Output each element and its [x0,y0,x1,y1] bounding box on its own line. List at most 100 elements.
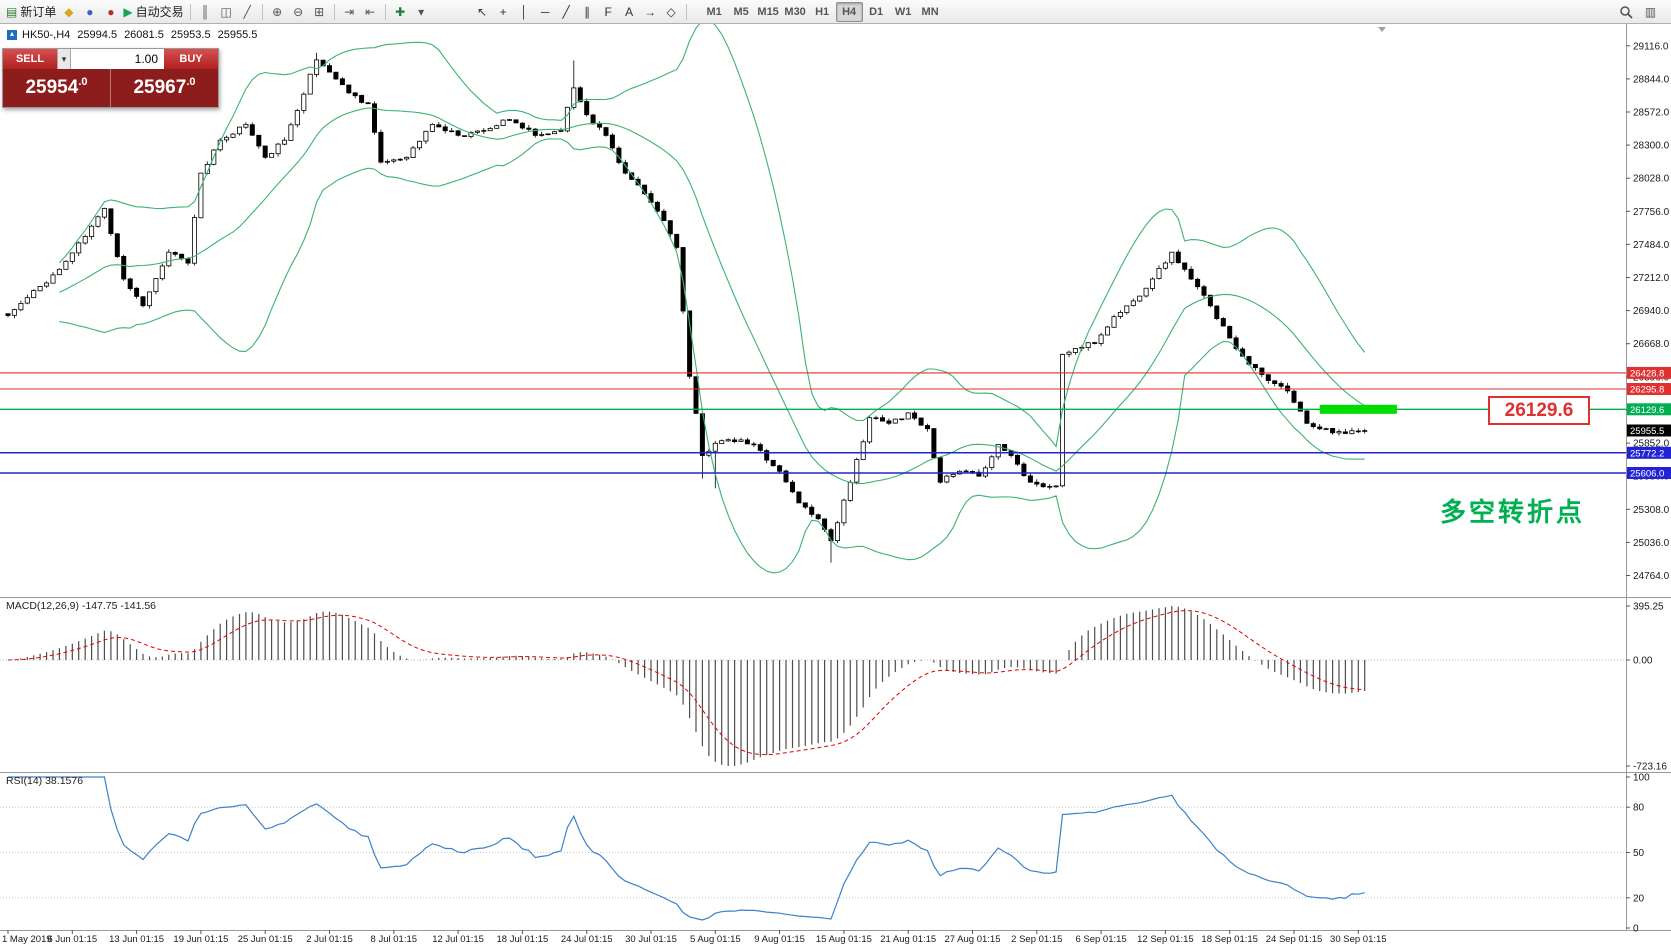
ohlc-low: 25953.5 [170,29,211,41]
turning-point-text[interactable]: 多空转折点 [1440,497,1586,527]
arrows-icon[interactable]: → [640,2,661,22]
svg-text:2 Sep 01:15: 2 Sep 01:15 [1011,934,1062,945]
new-order-button[interactable]: ▤ 新订单 [4,2,58,22]
svg-text:27756.0: 27756.0 [1633,207,1670,218]
sell-price[interactable]: 25954.0 [3,69,111,107]
chart-shift-marker[interactable] [1378,27,1386,32]
search-button[interactable] [1615,2,1636,22]
scroll-group: ⇥ ⇤ [339,2,381,22]
svg-text:24 Jul 01:15: 24 Jul 01:15 [561,934,613,945]
svg-text:1 May 2019: 1 May 2019 [2,934,52,945]
autotrading-button[interactable]: ▶ 自动交易 [121,2,185,22]
symbol-info-line: ▲ HK50-,H4 25994.5 26081.5 25953.5 25955… [7,29,259,41]
svg-text:26129.6: 26129.6 [1630,405,1664,416]
horizontal-line-icon[interactable]: ─ [535,2,556,22]
timeframe-m30-button[interactable]: M30 [782,2,809,22]
svg-text:26295.8: 26295.8 [1630,385,1664,396]
svg-text:27484.0: 27484.0 [1633,240,1670,251]
rsi-plot[interactable] [0,776,1626,921]
layouts-icon[interactable]: ▥ [1640,2,1661,22]
svg-text:28844.0: 28844.0 [1633,74,1670,85]
fibonacci-icon[interactable]: F [598,2,619,22]
svg-text:13 Jun 01:15: 13 Jun 01:15 [109,934,164,945]
svg-text:15 Aug 01:15: 15 Aug 01:15 [816,934,872,945]
toolbar-separator [189,3,191,20]
zoom-out-icon[interactable]: ⊖ [288,2,309,22]
svg-text:25036.0: 25036.0 [1633,538,1670,549]
svg-text:0: 0 [1633,924,1639,935]
zoom-in-icon[interactable]: ⊕ [267,2,288,22]
timeframe-m15-button[interactable]: M15 [755,2,782,22]
new-order-icon: ▤ [6,4,18,19]
trendline-icon[interactable]: ╱ [556,2,577,22]
market-watch-icon[interactable]: ● [79,2,100,22]
buy-price[interactable]: 25967.0 [133,76,196,98]
svg-text:80: 80 [1633,803,1645,814]
ohlc-high: 26081.5 [124,29,164,41]
price-annotation-box[interactable]: 26129.6 [1488,396,1590,425]
svg-text:18 Sep 01:15: 18 Sep 01:15 [1201,934,1258,945]
buy-button[interactable]: BUY [164,49,218,69]
crosshair-icon[interactable]: + [493,2,514,22]
svg-text:9 Aug 01:15: 9 Aug 01:15 [754,934,805,945]
toolbar-separator [685,3,687,20]
svg-text:25308.0: 25308.0 [1633,505,1670,516]
svg-text:100: 100 [1633,773,1650,784]
vertical-line-icon[interactable]: │ [514,2,535,22]
chart-shift-icon[interactable]: ⇤ [360,2,381,22]
chart-type-group: ║ ◫ ╱ [195,2,258,22]
bar-chart-icon[interactable]: ║ [195,2,216,22]
periods-dropdown-icon[interactable]: ▾ [411,2,432,22]
timeframe-h1-button[interactable]: H1 [809,2,836,22]
toolbar-separator [384,3,386,20]
svg-text:12 Jul 01:15: 12 Jul 01:15 [432,934,484,945]
svg-text:50: 50 [1633,848,1645,859]
timeframe-h4-button[interactable]: H4 [835,1,863,22]
svg-text:0.00: 0.00 [1633,656,1653,667]
macd-plot[interactable] [0,606,1626,766]
axes: 29116.0 28844.0 28572.0 28300.0 28028.0 27756… [0,24,1671,945]
svg-text:6 Jun 01:15: 6 Jun 01:15 [47,934,97,945]
main-chart-canvas[interactable]: 29116.0 28844.0 28572.0 28300.0 28028.0 27756… [0,24,1671,948]
timeframe-mn-button[interactable]: MN [917,2,944,22]
svg-text:20: 20 [1633,893,1645,904]
toolbar-right-group: ▥ [1615,2,1661,22]
channel-icon[interactable]: ∥ [577,2,598,22]
svg-text:6 Sep 01:15: 6 Sep 01:15 [1075,934,1126,945]
axis-price-tag-25772.2 [1627,446,1671,459]
svg-text:30 Sep 01:15: 30 Sep 01:15 [1330,934,1387,945]
timeframe-w1-button[interactable]: W1 [890,2,917,22]
axis-price-tag-26295.8 [1627,383,1671,395]
sell-button[interactable]: SELL [3,49,57,69]
symbol-chart-icon: ▲ [7,30,17,40]
ohlc-open: 25994.5 [77,29,118,41]
auto-scroll-icon[interactable]: ⇥ [339,2,360,22]
highlight-segment[interactable] [1319,404,1397,414]
svg-text:25852.0: 25852.0 [1633,439,1670,450]
timeframe-buttons: M1 M5 M15 M30 H1 H4 D1 W1 MN [701,1,944,22]
ohlc-close: 25955.5 [217,29,258,41]
cursor-icon[interactable]: ↖ [472,2,493,22]
svg-text:25 Jun 01:15: 25 Jun 01:15 [238,934,293,945]
shapes-icon[interactable]: ◇ [661,2,682,22]
timeframe-m5-button[interactable]: M5 [728,2,755,22]
rsi-panel-label: RSI(14) 38.1576 [6,775,84,787]
window-icons-group: ◆ ● ● [58,2,121,22]
indicators-add-icon[interactable]: ✚ [390,2,411,22]
line-chart-icon[interactable]: ╱ [237,2,258,22]
text-label-icon[interactable]: A [619,2,640,22]
price-plot[interactable] [0,24,1626,574]
candlestick-chart-icon[interactable]: ◫ [216,2,237,22]
charts-window-icon[interactable]: ◆ [58,2,79,22]
svg-text:24 Sep 01:15: 24 Sep 01:15 [1266,934,1323,945]
timeframe-d1-button[interactable]: D1 [863,2,890,22]
volume-input[interactable]: 1.00 [71,49,164,69]
svg-text:25772.2: 25772.2 [1630,448,1664,459]
svg-text:26428.8: 26428.8 [1630,368,1664,379]
timeframe-m1-button[interactable]: M1 [701,2,728,22]
toolbar-separator [333,3,335,20]
tile-windows-icon[interactable]: ⊞ [309,2,330,22]
volume-dropdown-arrow-icon[interactable]: ▾ [57,49,71,69]
svg-text:2 Jul 01:15: 2 Jul 01:15 [306,934,352,945]
terminal-icon[interactable]: ● [100,2,121,22]
